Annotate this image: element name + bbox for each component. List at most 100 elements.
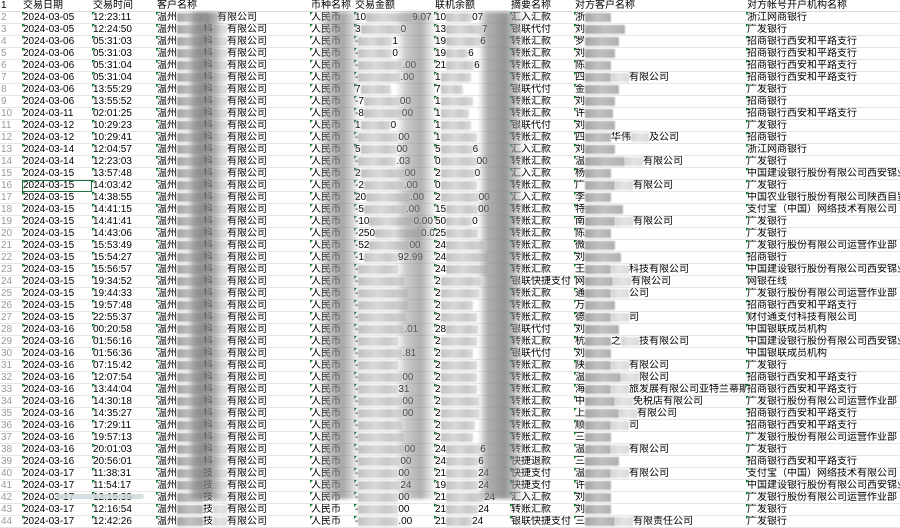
cell-balance[interactable]: 0 00 (434, 155, 510, 168)
cell-customer-name[interactable]: 温州技有限公司 (156, 467, 310, 480)
cell-time[interactable]: 13:55:29 (92, 83, 156, 96)
column-header-amount[interactable]: 交易金额 (354, 0, 434, 12)
cell-amount[interactable]: -00 (354, 395, 434, 408)
cell-currency[interactable]: 人民币 (310, 95, 354, 108)
cell-currency[interactable]: 人民币 (310, 431, 354, 444)
cell-balance[interactable]: 2 (434, 371, 510, 384)
cell-summary[interactable]: 转账汇款 (510, 215, 574, 228)
cell-amount[interactable]: -00 (354, 455, 434, 468)
cell-balance[interactable]: 2 (434, 395, 510, 408)
cell-amount[interactable]: - (354, 419, 434, 432)
cell-currency[interactable]: 人民币 (310, 359, 354, 372)
cell-counterparty-bank[interactable]: 浙江网商银行 (746, 143, 900, 156)
cell-counterparty-bank[interactable]: 中国建设银行股份有限公司西安锦业一路支行 (746, 335, 900, 348)
cell-time[interactable]: 02:01:25 (92, 107, 156, 120)
cell-amount[interactable]: 10 9.07 (354, 11, 434, 24)
cell-date[interactable]: 2024-03-06 (22, 35, 92, 48)
table-row[interactable]: 38 2024-03-16 20:01:03 温州科有限公司 人民币 -00 24 6 转账汇款… (0, 443, 900, 456)
cell-currency[interactable]: 人民币 (310, 275, 354, 288)
cell-amount[interactable]: -8 00 (354, 107, 434, 120)
cell-date[interactable]: 2024-03-17 (22, 503, 92, 516)
cell-currency[interactable]: 人民币 (310, 395, 354, 408)
row-header-2[interactable]: 2 (0, 11, 22, 24)
cell-time[interactable]: 05:31:04 (92, 59, 156, 72)
cell-balance[interactable]: 1 (434, 119, 510, 132)
cell-balance[interactable]: 21 24 (434, 467, 510, 480)
cell-date[interactable]: 2024-03-16 (22, 431, 92, 444)
table-row[interactable]: 37 2024-03-16 19:57:13 温州科有限公司 人民币 -2 转账汇款三广发银… (0, 431, 900, 444)
cell-amount[interactable]: - (354, 299, 434, 312)
cell-summary[interactable]: 转账汇款 (510, 251, 574, 264)
cell-counterparty-name[interactable]: 刘 (574, 251, 746, 264)
cell-customer-name[interactable]: 温州技有限公司 (156, 503, 310, 516)
table-row[interactable]: 25 2024-03-15 19:44:33 温州科有限公司 人民币 -2 转账汇款通公司广… (0, 287, 900, 300)
row-header-32[interactable]: 32 (0, 371, 22, 384)
cell-summary[interactable]: 转账汇款 (510, 383, 574, 396)
row-header-24[interactable]: 24 (0, 275, 22, 288)
cell-currency[interactable]: 人民币 (310, 443, 354, 456)
cell-date[interactable]: 2024-03-16 (22, 383, 92, 396)
cell-counterparty-name[interactable]: 许 (574, 107, 746, 120)
cell-summary[interactable]: 转账汇款 (510, 107, 574, 120)
cell-currency[interactable]: 人民币 (310, 215, 354, 228)
cell-currency[interactable]: 人民币 (310, 167, 354, 180)
row-header-26[interactable]: 26 (0, 299, 22, 312)
table-row[interactable]: 10 2024-03-11 02:01:25 温州科有限公司 人民币 -8 00 1 转账汇款许… (0, 107, 900, 120)
cell-time[interactable]: 14:03:42 (92, 179, 156, 192)
cell-summary[interactable]: 转账汇款 (510, 431, 574, 444)
cell-time[interactable]: 14:41:15 (92, 203, 156, 216)
cell-time[interactable]: 05:31:03 (92, 35, 156, 48)
cell-customer-name[interactable]: 温州科有限公司 (156, 191, 310, 204)
cell-date[interactable]: 2024-03-06 (22, 71, 92, 84)
cell-summary[interactable]: 转账汇款 (510, 395, 574, 408)
cell-customer-name[interactable]: 温州科有限公司 (156, 323, 310, 336)
cell-time[interactable]: 12:24:50 (92, 23, 156, 36)
row-header-12[interactable]: 12 (0, 131, 22, 144)
cell-date[interactable]: 2024-03-16 (22, 347, 92, 360)
cell-time[interactable]: 19:44:33 (92, 287, 156, 300)
row-header-39[interactable]: 39 (0, 455, 22, 468)
cell-counterparty-name[interactable]: 刘 (574, 503, 746, 516)
cell-customer-name[interactable]: 温州科有限公司 (156, 371, 310, 384)
row-header-30[interactable]: 30 (0, 347, 22, 360)
row-header-29[interactable]: 29 (0, 335, 22, 348)
cell-time[interactable]: 12:07:54 (92, 371, 156, 384)
cell-counterparty-name[interactable]: 微 (574, 239, 746, 252)
cell-amount[interactable]: - .81 (354, 347, 434, 360)
cell-counterparty-bank[interactable]: 中国建设银行股份有限公司西安锦业一路支行 (746, 167, 900, 180)
cell-customer-name[interactable]: 温州科有限公司 (156, 419, 310, 432)
cell-customer-name[interactable]: 温州科有限公司 (156, 83, 310, 96)
cell-customer-name[interactable]: 温州科有限公司 (156, 143, 310, 156)
cell-balance[interactable]: 0 (434, 179, 510, 192)
cell-summary[interactable]: 快捷支付 (510, 467, 574, 480)
cell-summary[interactable]: 转账汇款 (510, 419, 574, 432)
cell-date[interactable]: 2024-03-17 (22, 467, 92, 480)
cell-counterparty-bank[interactable]: 招商银行 (746, 95, 900, 108)
cell-summary[interactable]: 银联代付 (510, 83, 574, 96)
cell-date[interactable]: 2024-03-16 (22, 407, 92, 420)
row-header-41[interactable]: 41 (0, 479, 22, 492)
cell-amount[interactable]: -2.00 (354, 179, 434, 192)
cell-balance[interactable]: 2 (434, 311, 510, 324)
cell-counterparty-bank[interactable]: 广发银行 (746, 83, 900, 96)
cell-counterparty-name[interactable]: 陈 (574, 59, 746, 72)
table-row[interactable]: 26 2024-03-15 19:57:48 温州科有限公司 人民币 -2 转账汇款万招商银… (0, 299, 900, 312)
table-row[interactable]: 24 2024-03-15 19:34:52 温州科有限公司 人民币 -2 银联快捷支付网有… (0, 275, 900, 288)
cell-time[interactable]: 20:01:03 (92, 443, 156, 456)
cell-customer-name[interactable]: 温州技有限公司 (156, 479, 310, 492)
cell-summary[interactable]: 汇入汇款 (510, 491, 574, 504)
cell-customer-name[interactable]: 温州科有限公司 (156, 215, 310, 228)
table-row[interactable]: 36 2024-03-16 17:29:11 温州科有限公司 人民币 -2 转账汇款顺司招商… (0, 419, 900, 432)
cell-time[interactable]: 12:16:54 (92, 503, 156, 516)
cell-customer-name[interactable]: 温州科有限公司 (156, 443, 310, 456)
row-header-33[interactable]: 33 (0, 383, 22, 396)
cell-date[interactable]: 2024-03-06 (22, 59, 92, 72)
table-row[interactable]: 9 2024-03-06 13:55:52 温州科有限公司 人民币 -7 00 1 转账汇款刘招… (0, 95, 900, 108)
cell-summary[interactable]: 银联快捷支付 (510, 515, 574, 528)
cell-time[interactable]: 13:44:04 (92, 383, 156, 396)
cell-balance[interactable]: 25 (434, 227, 510, 240)
cell-counterparty-name[interactable]: 网有限公司 (574, 275, 746, 288)
cell-summary[interactable]: 转账汇款 (510, 287, 574, 300)
